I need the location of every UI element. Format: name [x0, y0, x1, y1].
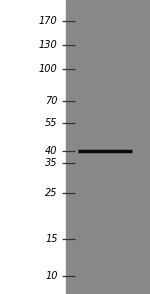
Text: 25: 25	[45, 188, 58, 198]
Text: 130: 130	[39, 40, 58, 50]
Bar	[66, 0, 150, 294]
Text: 15: 15	[45, 234, 58, 244]
Text: 40: 40	[45, 146, 58, 156]
Text: 70: 70	[45, 96, 58, 106]
Text: 10: 10	[45, 271, 58, 281]
Text: 35: 35	[45, 158, 58, 168]
Bar	[0, 0, 66, 294]
Text: 170: 170	[39, 16, 58, 26]
Text: 55: 55	[45, 118, 58, 128]
Text: 100: 100	[39, 64, 58, 74]
